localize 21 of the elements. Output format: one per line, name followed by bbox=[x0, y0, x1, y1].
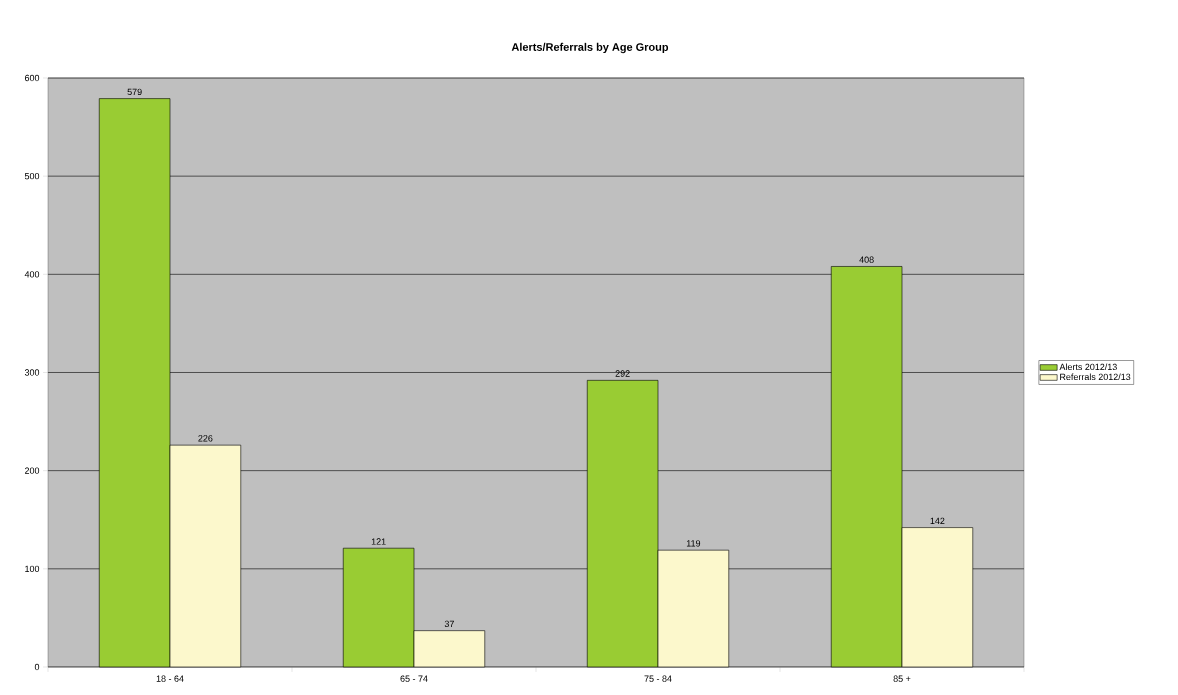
data-label: 121 bbox=[371, 538, 386, 545]
data-label: 119 bbox=[686, 540, 701, 547]
y-tick-label: 0 bbox=[34, 663, 40, 671]
legend-label: Referrals 2012/13 bbox=[1060, 373, 1131, 381]
y-tick-label: 600 bbox=[24, 74, 40, 82]
legend-label: Alerts 2012/13 bbox=[1059, 363, 1117, 371]
y-tick-label: 400 bbox=[24, 271, 40, 278]
x-tick-label: 65 - 74 bbox=[400, 675, 428, 682]
data-label: 142 bbox=[930, 517, 945, 524]
data-label: 579 bbox=[127, 88, 142, 95]
data-label: 37 bbox=[444, 620, 454, 628]
y-tick-label: 500 bbox=[24, 172, 40, 180]
data-label: 408 bbox=[859, 256, 874, 263]
x-tick-label: 18 - 64 bbox=[156, 675, 184, 682]
y-tick-label: 200 bbox=[24, 467, 40, 474]
data-label: 226 bbox=[198, 435, 213, 442]
x-tick-label: 85 + bbox=[893, 675, 911, 682]
y-tick-label: 100 bbox=[25, 565, 40, 572]
y-tick-label: 300 bbox=[24, 369, 40, 376]
chart-title: Alerts/Referrals by Age Group bbox=[511, 42, 669, 54]
x-tick-label: 75 - 84 bbox=[644, 675, 672, 682]
